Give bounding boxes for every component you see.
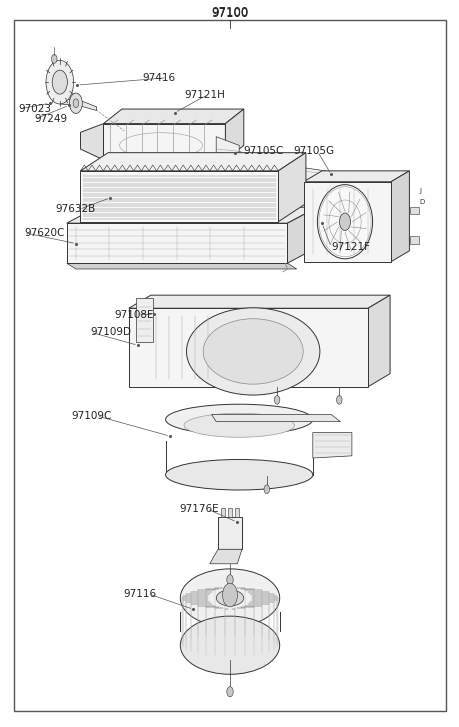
- Bar: [235, 507, 238, 516]
- Text: D: D: [419, 198, 424, 204]
- Ellipse shape: [184, 413, 294, 438]
- Polygon shape: [275, 164, 349, 189]
- Polygon shape: [60, 100, 96, 111]
- Text: 97620C: 97620C: [24, 228, 64, 238]
- Polygon shape: [67, 207, 317, 223]
- Text: 97116: 97116: [123, 589, 156, 599]
- Circle shape: [52, 70, 67, 94]
- Text: 97109C: 97109C: [71, 411, 112, 421]
- Ellipse shape: [180, 616, 279, 675]
- Polygon shape: [367, 295, 389, 387]
- Text: 97100: 97100: [211, 7, 248, 20]
- Polygon shape: [303, 171, 409, 182]
- Polygon shape: [67, 263, 296, 269]
- Text: 97416: 97416: [142, 73, 175, 83]
- Text: 97105G: 97105G: [293, 146, 334, 156]
- Circle shape: [226, 686, 233, 696]
- Polygon shape: [80, 153, 305, 171]
- Circle shape: [274, 395, 279, 404]
- Polygon shape: [129, 295, 389, 308]
- Text: 97121F: 97121F: [330, 242, 369, 252]
- Circle shape: [222, 583, 237, 607]
- Circle shape: [336, 395, 341, 404]
- Text: 97249: 97249: [34, 114, 67, 124]
- Ellipse shape: [165, 404, 312, 435]
- Polygon shape: [103, 124, 225, 160]
- Bar: [135, 298, 153, 342]
- Circle shape: [69, 93, 82, 113]
- Ellipse shape: [165, 459, 312, 490]
- Circle shape: [339, 213, 350, 230]
- Ellipse shape: [203, 318, 302, 384]
- Ellipse shape: [186, 308, 319, 395]
- Polygon shape: [312, 433, 351, 458]
- Polygon shape: [129, 308, 367, 387]
- Polygon shape: [80, 171, 278, 222]
- Polygon shape: [216, 137, 239, 174]
- Text: 97100: 97100: [211, 6, 248, 19]
- Text: 97109D: 97109D: [90, 327, 131, 337]
- Polygon shape: [287, 207, 317, 263]
- Circle shape: [46, 60, 73, 104]
- Polygon shape: [211, 414, 340, 422]
- Text: 97176E: 97176E: [179, 504, 218, 514]
- Text: 97121H: 97121H: [184, 89, 224, 100]
- Text: 97108E: 97108E: [114, 310, 153, 320]
- Text: 97105C: 97105C: [243, 146, 284, 156]
- Text: J: J: [419, 188, 420, 193]
- Circle shape: [226, 574, 233, 585]
- Circle shape: [73, 99, 78, 108]
- Polygon shape: [209, 550, 241, 564]
- Ellipse shape: [317, 185, 372, 259]
- Text: 97023: 97023: [18, 104, 51, 114]
- Polygon shape: [278, 153, 305, 222]
- Polygon shape: [303, 182, 390, 262]
- Bar: [221, 507, 224, 516]
- Circle shape: [263, 485, 269, 494]
- Polygon shape: [390, 171, 409, 262]
- Bar: [409, 207, 418, 214]
- Circle shape: [51, 55, 57, 63]
- Text: 97632B: 97632B: [55, 204, 95, 214]
- Bar: [218, 516, 241, 550]
- Bar: [228, 507, 231, 516]
- Ellipse shape: [180, 569, 279, 627]
- Polygon shape: [67, 223, 287, 263]
- Ellipse shape: [216, 590, 243, 606]
- Polygon shape: [225, 109, 243, 160]
- Polygon shape: [80, 124, 103, 160]
- Bar: [409, 236, 418, 244]
- Polygon shape: [103, 109, 243, 124]
